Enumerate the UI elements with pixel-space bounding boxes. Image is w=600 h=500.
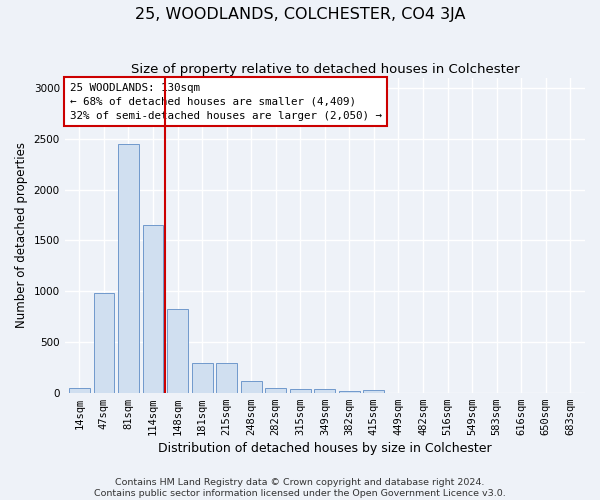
- Y-axis label: Number of detached properties: Number of detached properties: [15, 142, 28, 328]
- Bar: [94, 293, 115, 392]
- Bar: [216, 364, 237, 392]
- Bar: [339, 390, 360, 392]
- Bar: [191, 364, 212, 392]
- Bar: [314, 389, 335, 392]
- Title: Size of property relative to detached houses in Colchester: Size of property relative to detached ho…: [131, 62, 519, 76]
- Bar: [265, 388, 286, 392]
- Bar: [69, 388, 90, 392]
- Bar: [241, 381, 262, 392]
- X-axis label: Distribution of detached houses by size in Colchester: Distribution of detached houses by size …: [158, 442, 491, 455]
- Bar: [143, 225, 163, 392]
- Bar: [167, 310, 188, 392]
- Text: Contains HM Land Registry data © Crown copyright and database right 2024.
Contai: Contains HM Land Registry data © Crown c…: [94, 478, 506, 498]
- Bar: [290, 388, 311, 392]
- Bar: [118, 144, 139, 392]
- Text: 25, WOODLANDS, COLCHESTER, CO4 3JA: 25, WOODLANDS, COLCHESTER, CO4 3JA: [135, 8, 465, 22]
- Text: 25 WOODLANDS: 130sqm
← 68% of detached houses are smaller (4,409)
32% of semi-de: 25 WOODLANDS: 130sqm ← 68% of detached h…: [70, 83, 382, 121]
- Bar: [364, 390, 385, 392]
